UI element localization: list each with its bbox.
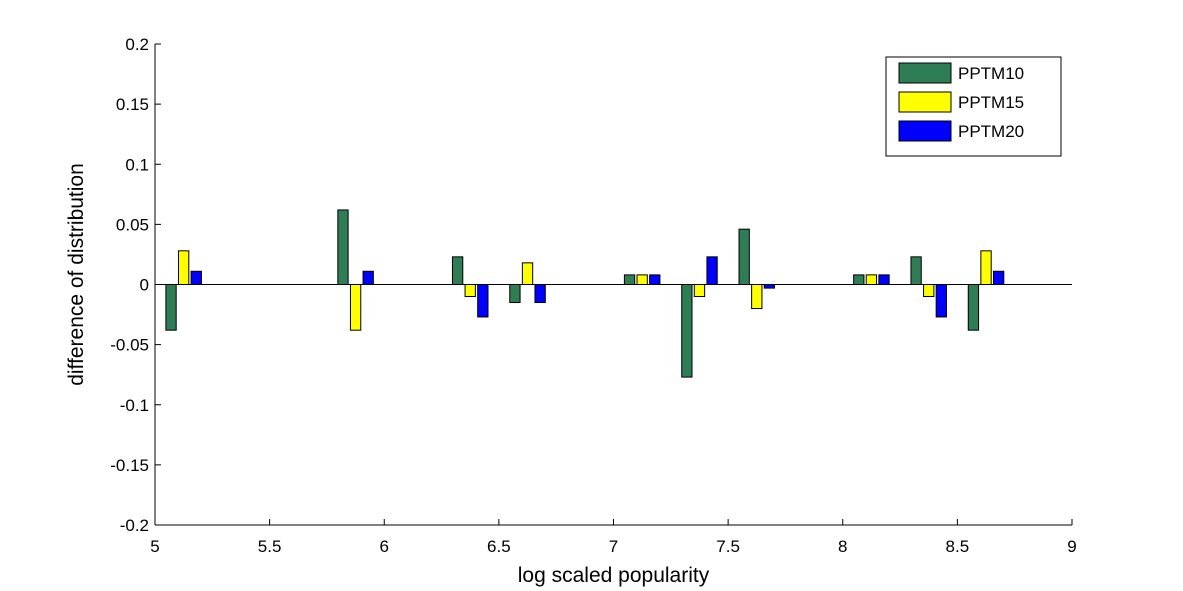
x-tick-label: 8.5 [946,537,970,556]
x-tick-label: 5.5 [258,537,282,556]
bar-pptm15 [980,250,992,285]
y-tick-label: 0.15 [116,95,149,114]
legend: PPTM10 PPTM15 PPTM20 [885,56,1062,157]
bar-pptm20 [878,274,890,286]
bar-pptm10 [165,284,177,331]
y-tick-label: 0.2 [125,35,149,54]
bar-pptm15 [865,274,878,286]
bar-pptm20 [763,284,776,289]
y-tick-label: 0.1 [125,155,149,174]
y-tick-label: -0.15 [110,456,149,475]
bar-pptm10 [910,256,922,285]
bar-pptm15 [751,284,763,310]
y-tick-label: -0.05 [110,336,149,355]
x-tick-label: 7 [609,537,618,556]
axis-ticks: -0.2 -0.15 -0.1 -0.05 0 0.05 0.1 0.15 0.2 5 5.5 6 6.… [110,35,1076,556]
bar-pptm15 [923,284,935,298]
bar-pptm10 [509,284,521,304]
bars-group [165,209,1005,378]
bar-pptm15 [521,262,534,286]
x-tick-label: 6.5 [487,537,511,556]
legend-swatch [898,62,952,84]
x-axis-label: log scaled popularity [518,564,710,587]
legend-swatch [898,120,952,142]
bar-pptm10 [337,209,349,286]
x-tick-label: 6 [380,537,389,556]
bar-pptm10 [967,284,980,331]
y-tick-label: -0.2 [120,516,149,535]
legend-entry: PPTM10 [958,64,1024,83]
bar-pptm20 [706,256,718,285]
bar-pptm10 [738,228,750,285]
bar-pptm15 [349,284,362,331]
legend-entry: PPTM20 [958,122,1024,141]
x-tick-label: 9 [1067,537,1076,556]
bar-pptm20 [935,284,947,318]
y-tick-label: -0.1 [120,396,149,415]
y-axis-label: difference of distribution [65,163,88,386]
bar-pptm10 [853,274,865,286]
legend-swatch [898,91,952,113]
bar-pptm10 [623,274,636,286]
x-tick-label: 8 [838,537,847,556]
x-tick-label: 5 [150,537,159,556]
bar-pptm20 [992,270,1005,285]
bar-pptm20 [534,284,546,304]
bar-pptm15 [636,274,648,286]
bar-pptm20 [477,284,489,318]
bar-pptm20 [190,270,202,285]
bar-pptm20 [362,270,374,285]
bar-pptm15 [693,284,706,298]
y-tick-label: 0 [140,276,149,295]
y-tick-label: 0.05 [116,215,149,234]
bar-pptm10 [681,284,693,378]
bar-pptm15 [464,284,476,298]
bar-pptm10 [451,256,464,285]
bar-pptm15 [177,250,190,285]
bar-pptm20 [649,274,661,286]
x-tick-label: 7.5 [716,537,740,556]
legend-entry: PPTM15 [958,93,1024,112]
